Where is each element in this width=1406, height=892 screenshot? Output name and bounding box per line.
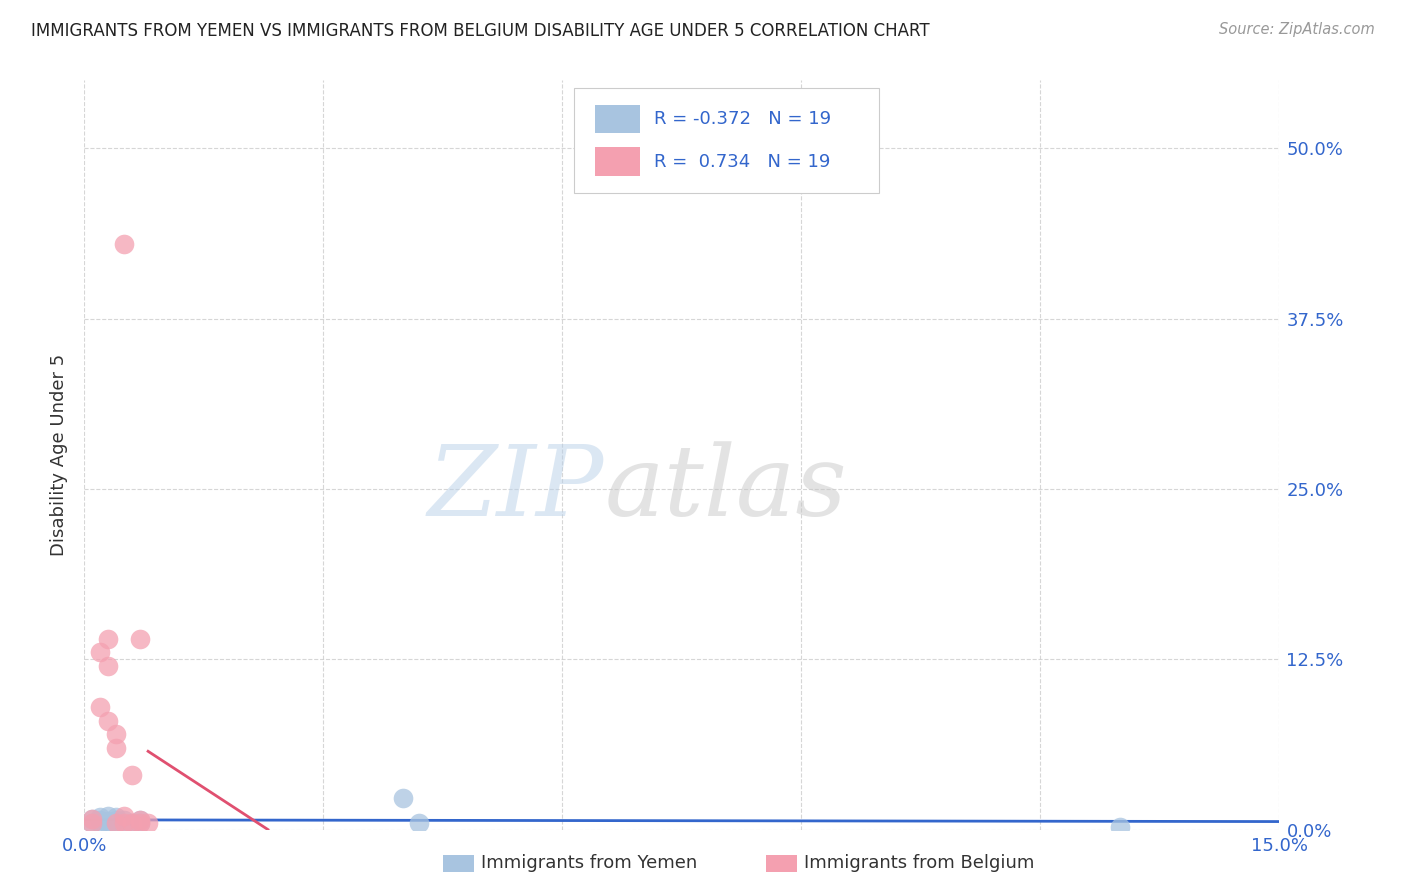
Point	[89, 810, 111, 824]
Point	[89, 815, 111, 830]
Point	[105, 815, 128, 830]
Point	[105, 810, 128, 824]
Point	[97, 632, 120, 646]
FancyBboxPatch shape	[575, 87, 879, 193]
Point	[129, 632, 152, 646]
Text: Source: ZipAtlas.com: Source: ZipAtlas.com	[1219, 22, 1375, 37]
Point	[136, 815, 159, 830]
Point	[121, 815, 143, 830]
Point	[89, 645, 111, 659]
Point	[129, 815, 152, 830]
Point	[97, 659, 120, 673]
Point	[82, 815, 104, 830]
Point	[112, 817, 135, 831]
Point	[97, 817, 120, 831]
Point	[105, 815, 128, 830]
Point	[112, 813, 135, 827]
Text: ZIP: ZIP	[427, 441, 605, 536]
Text: R = -0.372   N = 19: R = -0.372 N = 19	[654, 110, 831, 128]
Text: atlas: atlas	[605, 441, 846, 536]
Point	[105, 813, 128, 827]
Point	[121, 768, 143, 782]
Point	[89, 700, 111, 714]
FancyBboxPatch shape	[595, 147, 640, 176]
Point	[129, 813, 152, 827]
FancyBboxPatch shape	[595, 104, 640, 133]
Point	[97, 809, 120, 823]
Text: IMMIGRANTS FROM YEMEN VS IMMIGRANTS FROM BELGIUM DISABILITY AGE UNDER 5 CORRELAT: IMMIGRANTS FROM YEMEN VS IMMIGRANTS FROM…	[31, 22, 929, 40]
Point	[392, 791, 415, 805]
Point	[112, 815, 135, 830]
Point	[129, 813, 152, 827]
Point	[82, 812, 104, 826]
Point	[82, 815, 104, 830]
Point	[97, 814, 120, 829]
Point	[121, 815, 143, 830]
Point	[1109, 820, 1132, 834]
Point	[112, 809, 135, 823]
Point	[105, 740, 128, 755]
Text: Immigrants from Belgium: Immigrants from Belgium	[804, 855, 1035, 872]
Text: Immigrants from Yemen: Immigrants from Yemen	[481, 855, 697, 872]
Point	[112, 236, 135, 251]
Point	[129, 815, 152, 830]
Point	[82, 812, 104, 826]
Point	[105, 727, 128, 741]
Point	[408, 815, 430, 830]
Text: R =  0.734   N = 19: R = 0.734 N = 19	[654, 153, 831, 170]
Point	[89, 813, 111, 827]
Y-axis label: Disability Age Under 5: Disability Age Under 5	[51, 354, 69, 556]
Point	[97, 714, 120, 728]
